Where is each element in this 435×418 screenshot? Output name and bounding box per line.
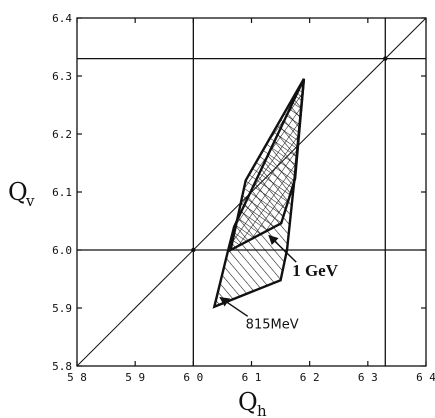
x-axis-title: Q h [238,388,267,418]
x-tick-label-5: 6 3 [358,371,378,384]
axis-tick-labels: 5 8 5 9 6 0 6 1 6 2 6 3 6 4 5.8 5.9 6.0 6.1 6.2 6.3 6… [52,12,435,384]
region-1-gev [228,78,306,253]
annotation-label-815mev: 815MeV [246,317,299,332]
x-tick-label-0: 5 8 [67,371,87,384]
y-axis-title-sub: v [25,192,35,210]
intersection-dot-0 [191,247,196,253]
y-tick-label-0: 5.8 [52,360,72,373]
y-tick-label-1: 5.9 [52,302,72,315]
region-annotations: 1 GeV 815MeV [219,234,339,332]
x-tick-label-2: 6 0 [183,371,203,384]
x-tick-label-6: 6 4 [416,371,435,384]
x-axis-title-main: Q [238,388,258,416]
y-tick-label-5: 6.3 [52,70,72,83]
y-tick-label-3: 6.1 [52,186,72,199]
annotation-arrow-1-gev [268,234,297,263]
annotation-label-1-gev: 1 GeV [292,261,339,280]
x-tick-label-4: 6 2 [300,371,320,384]
annotation-arrow-815mev [219,296,249,317]
y-tick-label-4: 6.2 [52,128,72,141]
tune-regions [212,78,306,309]
y-tick-label-6: 6.4 [52,12,72,25]
y-tick-label-2: 6.0 [52,244,72,257]
x-axis-title-sub: h [257,402,267,418]
intersection-dot-1 [383,56,388,61]
x-tick-label-3: 6 1 [242,371,262,384]
axis-ticks [76,17,427,367]
y-axis-title: Q v [8,178,35,210]
x-tick-label-1: 5 9 [125,371,145,384]
y-axis-title-main: Q [8,178,28,206]
